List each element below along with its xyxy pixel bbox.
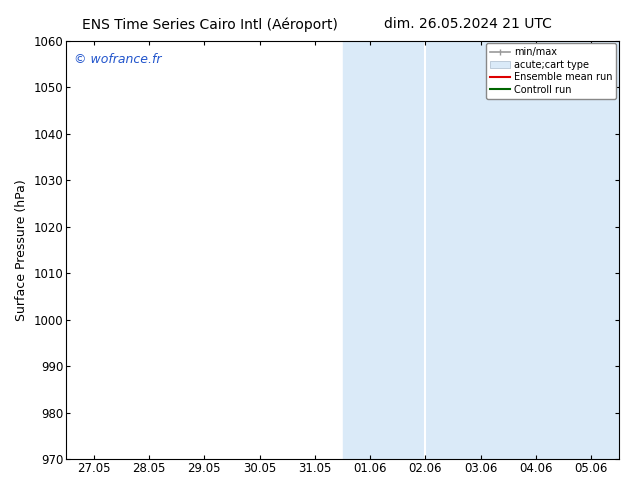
Text: dim. 26.05.2024 21 UTC: dim. 26.05.2024 21 UTC xyxy=(384,17,552,31)
Bar xyxy=(508,41,619,459)
Bar xyxy=(425,41,508,459)
Text: ENS Time Series Cairo Intl (Aéroport): ENS Time Series Cairo Intl (Aéroport) xyxy=(82,17,339,32)
Bar xyxy=(342,41,425,459)
Text: © wofrance.fr: © wofrance.fr xyxy=(74,53,162,66)
Legend: min/max, acute;cart type, Ensemble mean run, Controll run: min/max, acute;cart type, Ensemble mean … xyxy=(486,44,616,98)
Y-axis label: Surface Pressure (hPa): Surface Pressure (hPa) xyxy=(15,179,28,321)
